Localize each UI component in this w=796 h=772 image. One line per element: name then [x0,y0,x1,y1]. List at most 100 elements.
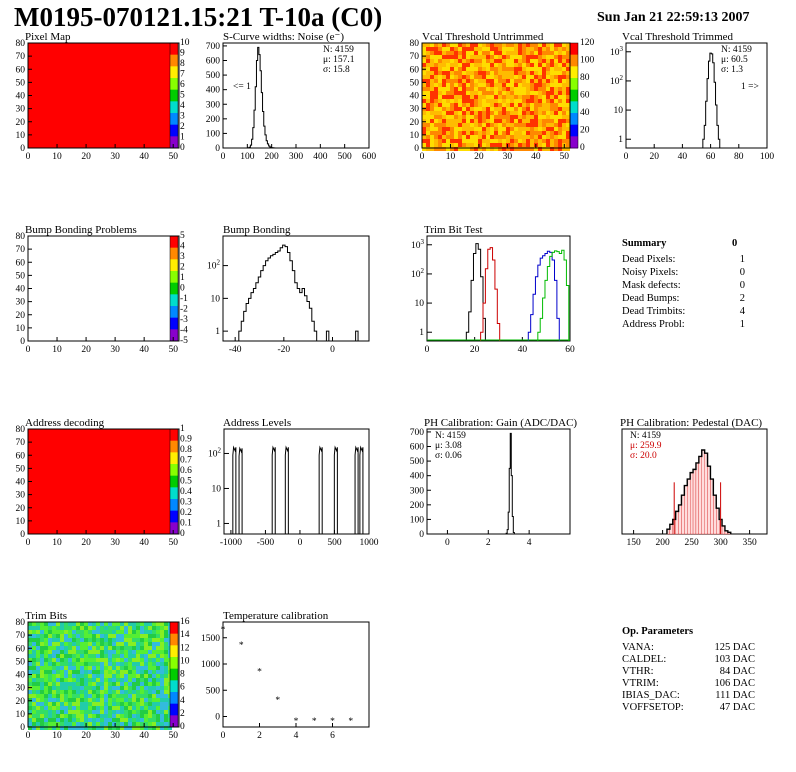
heatmap-cell [542,47,546,51]
heatmap-cell [56,682,60,686]
heatmap-cell [458,135,462,139]
heatmap-cell [438,51,442,55]
heatmap-cell [120,682,124,686]
heatmap-cell [116,622,120,626]
heatmap-cell [88,698,92,702]
colorbar-tick-label: 0.1 [180,519,192,529]
colorbar-segment [170,113,178,126]
heatmap-cell [32,726,36,730]
heatmap-cell [558,99,562,103]
heatmap-cell [470,63,474,67]
chart-scurve: S-Curve widths: Noise (e⁻)0 100 200 300 400 5… [206,31,377,162]
x-tick-label: 4 [527,538,532,548]
heatmap-cell [36,694,40,698]
heatmap-cell [446,115,450,119]
y-tick-label: 600 [206,57,221,67]
heatmap-cell [148,710,152,714]
heatmap-cell [454,63,458,67]
heatmap-cell [506,147,510,151]
heatmap-cell [474,75,478,79]
heatmap-cell [450,63,454,67]
heatmap-cell [112,634,116,638]
heatmap-cell [160,650,164,654]
heatmap-cell [478,79,482,83]
heatmap-cell [422,83,426,87]
heatmap-cell [514,83,518,87]
heatmap-cell [56,718,60,722]
heatmap-cell [434,135,438,139]
heatmap-cell [76,690,80,694]
y-tick-label: 0 [419,530,424,540]
heatmap-cell [44,714,48,718]
heatmap-cell [136,686,140,690]
heatmap-cell [522,51,526,55]
heatmap-cell [132,646,136,650]
heatmap-cell [458,127,462,131]
colorbar-tick-label: 1 [180,133,185,143]
heatmap-cell [64,666,68,670]
heatmap-cell [518,147,522,151]
heatmap-cell [546,55,550,59]
heatmap-cell [434,59,438,63]
heatmap-cell [518,55,522,59]
heatmap-cell [454,131,458,135]
heatmap-cell [76,642,80,646]
heatmap-cell [550,51,554,55]
heatmap-cell [124,702,128,706]
heatmap-cell [56,698,60,702]
heatmap-cell [80,726,84,730]
heatmap-cell [426,143,430,147]
heatmap-cell [470,59,474,63]
colorbar-segment [170,317,178,330]
x-tick-label: -500 [257,538,275,548]
heatmap-cell [88,674,92,678]
heatmap-cell [68,678,72,682]
heatmap-cell [164,690,168,694]
heatmap-cell [426,79,430,83]
heatmap-cell [454,135,458,139]
heatmap-cell [132,714,136,718]
heatmap-cell [132,726,136,730]
heatmap-cell [526,75,530,79]
heatmap-cell [498,55,502,59]
heatmap-cell [108,674,112,678]
colorbar-segment [570,124,578,137]
heatmap-cell [148,634,152,638]
heatmap-cell [48,710,52,714]
heatmap-cell [40,666,44,670]
heatmap-cell [546,119,550,123]
heatmap-cell [542,111,546,115]
heatmap-cell [164,686,168,690]
heatmap-cell [446,63,450,67]
heatmap-cell [156,658,160,662]
heatmap-cell [494,91,498,95]
heatmap-cell [550,91,554,95]
heatmap-cell [490,75,494,79]
heatmap-cell [450,59,454,63]
heatmap-cell [108,638,112,642]
colorbar-tick-label: 8 [180,59,185,69]
heatmap-cell [136,634,140,638]
heatmap-cell [128,714,132,718]
colorbar-tick-label: -3 [180,315,188,325]
heatmap-cell [434,55,438,59]
heatmap-cell [124,690,128,694]
colorbar-segment [170,522,178,535]
heatmap-cell [152,626,156,630]
heatmap-cell [108,654,112,658]
heatmap-cell [434,79,438,83]
heatmap-cell [64,626,68,630]
heatmap-cell [104,682,108,686]
heatmap-cell [112,650,116,654]
heatmap-cell [112,638,116,642]
colorbar-segment [170,282,178,295]
heatmap-cell [96,650,100,654]
heatmap-cell [28,638,32,642]
heatmap-cell [490,139,494,143]
heatmap-cell [526,91,530,95]
heatmap-cell [438,95,442,99]
summary-row-label: Mask defects: [622,280,681,291]
heatmap-cell [514,135,518,139]
heatmap-cell [40,686,44,690]
heatmap-cell [518,63,522,67]
